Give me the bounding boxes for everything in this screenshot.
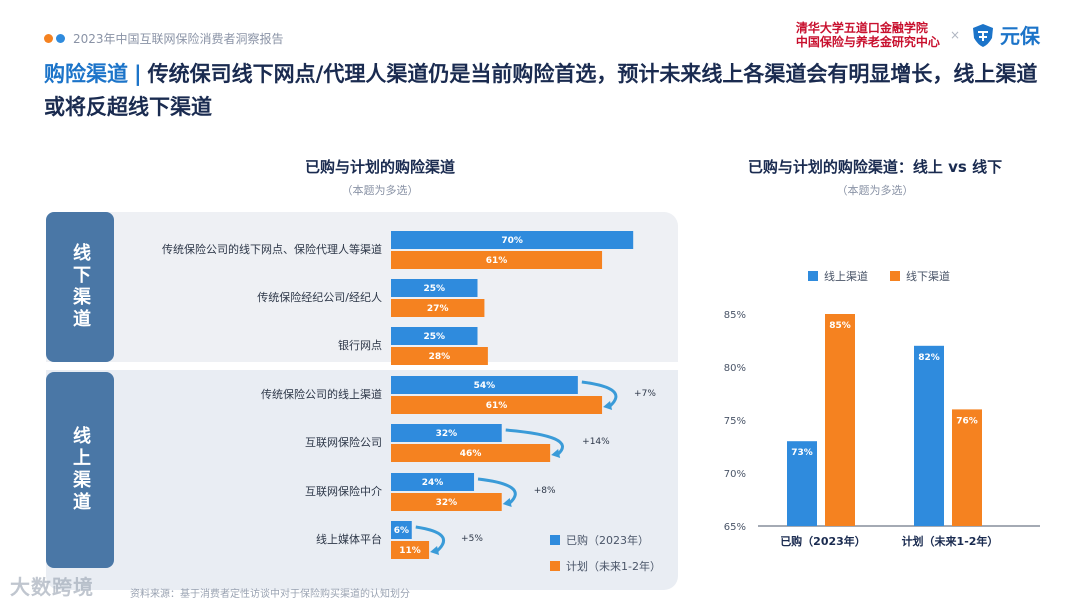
- category-label: 互联网保险中介: [305, 484, 382, 498]
- x-tick-label: 已购（2023年）: [780, 534, 866, 548]
- data-label-purchased: 32%: [436, 429, 458, 439]
- data-label-purchased: 54%: [474, 381, 496, 391]
- category-label: 传统保险公司的线上渠道: [261, 387, 382, 401]
- bar-offline: [952, 409, 982, 526]
- yuanbao-logo: 元保: [970, 20, 1040, 49]
- data-label-purchased: 24%: [422, 478, 444, 488]
- legend-item-purchased: 已购（2023年）: [550, 532, 661, 548]
- chart1-title: 已购与计划的购险渠道: [304, 158, 455, 176]
- legend-swatch: [550, 561, 560, 571]
- bar-offline: [825, 314, 855, 526]
- chart1-subtitle: （本题为多选）: [341, 184, 419, 197]
- data-label-planned: 27%: [427, 304, 449, 314]
- bar-planned: [391, 396, 603, 414]
- arrow-head-icon: [551, 449, 561, 458]
- data-label-planned: 61%: [486, 256, 508, 266]
- y-tick-label: 65%: [724, 522, 746, 533]
- bar-online: [914, 345, 944, 526]
- arrow-head-icon: [603, 401, 613, 410]
- source-footnote: 资料来源：基于消费者定性访谈中对于保险购买渠道的认知划分: [130, 589, 410, 600]
- bar-purchased: [391, 521, 412, 539]
- chart1-legend: 已购（2023年） 计划（未来1-2年）: [550, 532, 661, 584]
- bar-purchased: [391, 473, 475, 491]
- brand-dots-icon: [44, 34, 65, 43]
- watermark: 大数跨境: [10, 575, 94, 599]
- data-label-planned: 11%: [399, 546, 421, 556]
- x-tick-label: 计划（未来1-2年）: [902, 534, 999, 548]
- category-label: 互联网保险公司: [305, 435, 382, 449]
- growth-arrow-icon: [477, 477, 517, 505]
- growth-annotation: +7%: [634, 389, 656, 399]
- growth-annotation: +14%: [582, 437, 610, 447]
- bar-purchased: [391, 327, 478, 345]
- bar-planned: [391, 444, 551, 462]
- page-headline: 购险渠道 | 传统保司线下网点/代理人渠道仍是当前购险首选，预计未来线上各渠道会有明…: [44, 58, 1044, 124]
- bar-purchased: [391, 231, 634, 249]
- data-label-purchased: 25%: [423, 284, 445, 294]
- growth-annotation: +5%: [461, 534, 483, 544]
- chart2-legend: 线上渠道 线下渠道: [808, 268, 950, 284]
- group-label-online: 线上渠道: [46, 372, 114, 568]
- bar-online: [787, 441, 817, 526]
- legend-swatch: [550, 535, 560, 545]
- bar-planned: [391, 493, 502, 511]
- bar-planned: [391, 347, 488, 365]
- data-label-purchased: 25%: [423, 332, 445, 342]
- data-label-planned: 46%: [460, 449, 482, 459]
- shield-logo-icon: [973, 23, 993, 47]
- data-label-offline: 85%: [829, 321, 851, 331]
- legend-item-planned: 计划（未来1-2年）: [550, 558, 661, 574]
- legend-item-online: 线上渠道: [808, 268, 868, 284]
- legend-swatch: [890, 271, 900, 281]
- bar-planned: [391, 299, 485, 317]
- brand-separator: ×: [949, 27, 960, 42]
- data-label-planned: 61%: [486, 401, 508, 411]
- headline-key: 购险渠道: [44, 62, 128, 86]
- bar-planned: [391, 251, 603, 269]
- data-label-offline: 76%: [956, 416, 978, 426]
- y-tick-label: 85%: [724, 310, 746, 321]
- y-tick-label: 80%: [724, 363, 746, 374]
- data-label-online: 73%: [791, 448, 813, 458]
- y-tick-label: 75%: [724, 416, 746, 427]
- category-label: 银行网点: [338, 338, 382, 352]
- arrow-head-icon: [430, 546, 440, 555]
- bar-purchased: [391, 279, 478, 297]
- legend-item-offline: 线下渠道: [890, 268, 950, 284]
- category-label: 传统保险公司的线下网点、保险代理人等渠道: [162, 242, 382, 256]
- data-label-purchased: 6%: [394, 526, 409, 536]
- arrow-head-icon: [502, 498, 512, 507]
- data-label-planned: 32%: [436, 498, 458, 508]
- bar-purchased: [391, 376, 578, 394]
- report-title: 2023年中国互联网保险消费者洞察报告: [73, 32, 284, 46]
- chart2-title: 已购与计划的购险渠道：线上 vs 线下: [747, 158, 1003, 176]
- headline-text: 传统保司线下网点/代理人渠道仍是当前购险首选，预计未来线上各渠道会有明显增长，线…: [44, 62, 1038, 119]
- growth-arrow-icon: [415, 525, 445, 553]
- data-label-purchased: 70%: [501, 236, 523, 246]
- report-header: 2023年中国互联网保险消费者洞察报告: [44, 30, 284, 47]
- category-label: 传统保险经纪公司/经纪人: [257, 290, 382, 304]
- partner-brands: 清华大学五道口金融学院 中国保险与养老金研究中心 × 元保: [796, 20, 1040, 49]
- group-label-offline: 线下渠道: [46, 212, 114, 362]
- growth-arrow-icon: [581, 380, 618, 408]
- growth-arrow-icon: [505, 428, 564, 456]
- logo-text: 元保: [1000, 24, 1040, 48]
- category-label: 线上媒体平台: [316, 532, 382, 546]
- chart2-subtitle: （本题为多选）: [836, 184, 914, 197]
- headline-separator: |: [134, 62, 142, 86]
- legend-swatch: [808, 271, 818, 281]
- y-tick-label: 70%: [724, 469, 746, 480]
- data-label-online: 82%: [918, 353, 940, 363]
- bar-planned: [391, 541, 430, 559]
- bar-purchased: [391, 424, 502, 442]
- partner-name: 清华大学五道口金融学院 中国保险与养老金研究中心: [795, 20, 940, 49]
- data-label-planned: 28%: [429, 352, 451, 362]
- growth-annotation: +8%: [534, 486, 556, 496]
